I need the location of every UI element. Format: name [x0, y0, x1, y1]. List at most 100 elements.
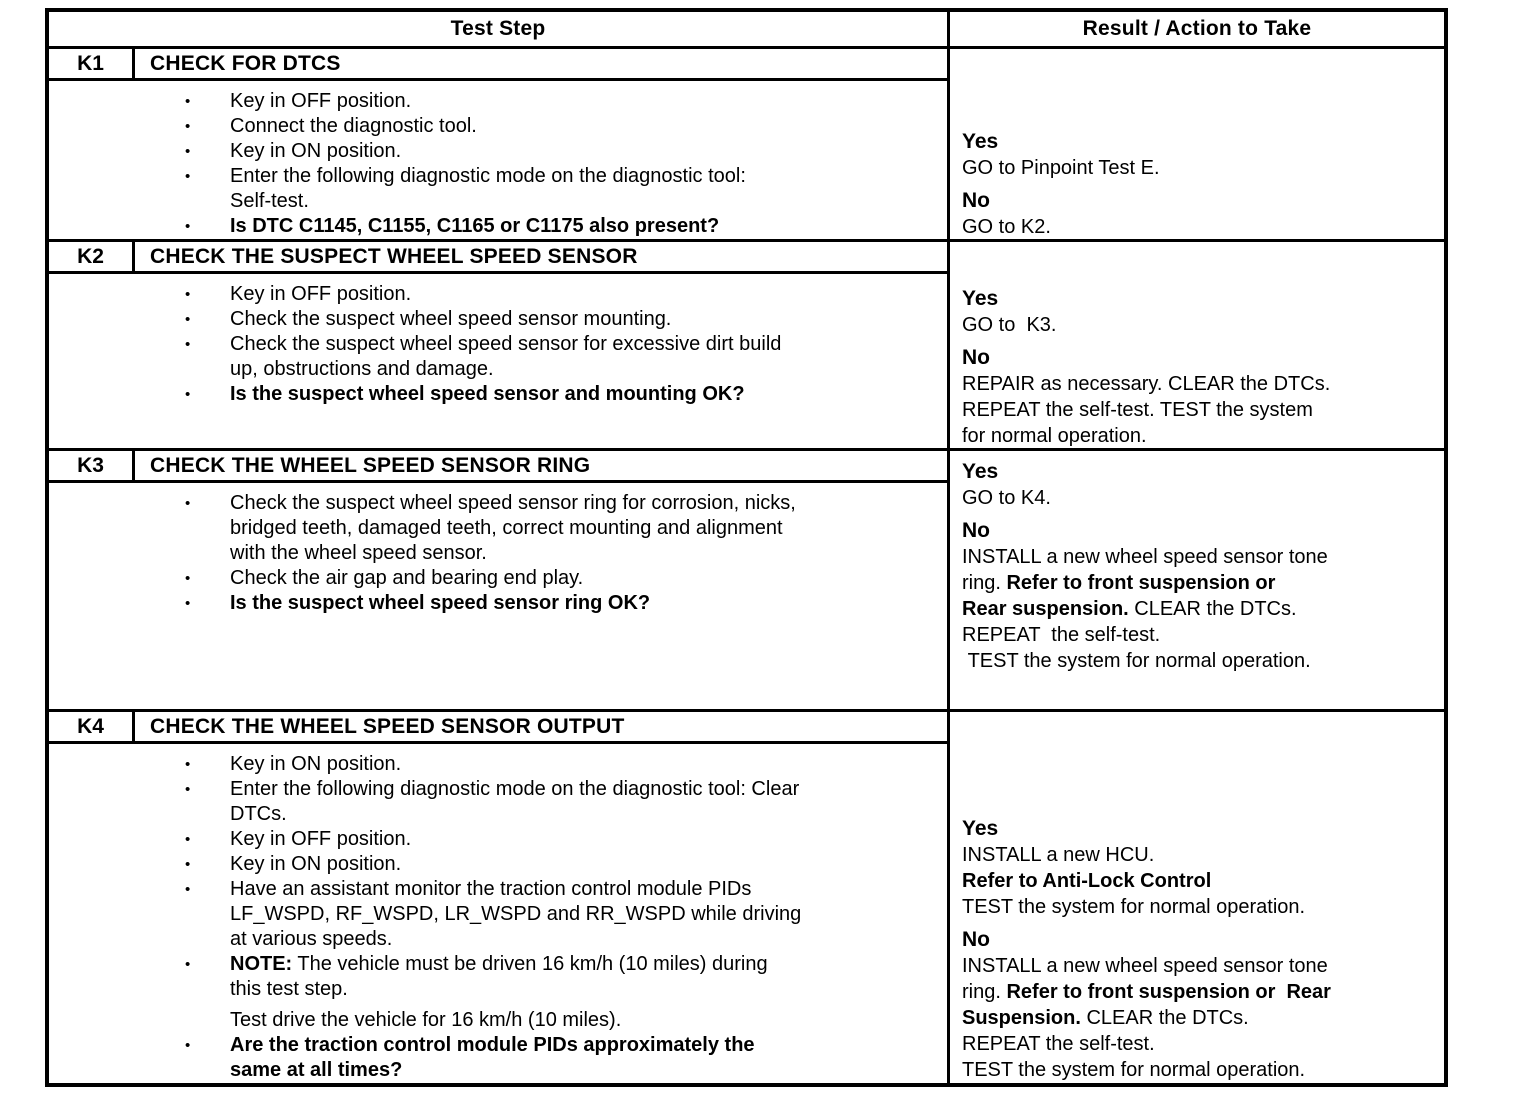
instruction-item: • Have an assistant monitor the traction … [185, 877, 947, 952]
test-step-cell: K4 CHECK THE WHEEL SPEED SENSOR OUTPUT • Ke… [49, 712, 950, 1083]
text-segment: INSTALL a new wheel speed sensor tone [962, 955, 1328, 977]
instruction-item: • Is DTC C1145, C1155, C1165 or C1175 als… [185, 214, 947, 239]
text-segment: Key in ON position. [230, 753, 402, 775]
action-line: Suspension. CLEAR the DTCs. [962, 1005, 1438, 1031]
table-header-row: Test Step Result / Action to Take [49, 12, 1444, 49]
action-line: INSTALL a new wheel speed sensor tone [962, 544, 1438, 570]
emphasized-text: Refer to Anti-Lock Control [962, 870, 1212, 892]
result-block: No INSTALL a new wheel speed sensor tone r… [962, 518, 1438, 674]
column-header-test-step: Test Step [49, 12, 950, 46]
emphasized-text: Refer to front suspension or Rear [1006, 981, 1331, 1003]
action-line: ring. Refer to front suspension or [962, 570, 1438, 596]
step-instructions: • Key in ON position. • Enter the following… [49, 744, 947, 1083]
action-line: Rear suspension. CLEAR the DTCs. [962, 596, 1438, 622]
text-segment: GO to K2. [962, 216, 1051, 238]
text-segment: Have an assistant monitor the traction c… [230, 878, 802, 950]
step-header-band: K4 CHECK THE WHEEL SPEED SENSOR OUTPUT [49, 712, 947, 744]
result-block: No REPAIR as necessary. CLEAR the DTCs. RE… [962, 345, 1438, 449]
column-header-result-action: Result / Action to Take [1082, 17, 1312, 40]
action-line: GO to K4. [962, 485, 1438, 511]
test-step-row: K1 CHECK FOR DTCS • Key in OFF position. • Co… [49, 49, 1444, 242]
emphasized-text: Rear suspension. [962, 598, 1129, 620]
bullet-icon: • [185, 386, 191, 403]
result-action-cell: Yes GO to K4. No INSTALL a new wheel speed … [950, 451, 1444, 709]
instruction-text: Enter the following diagnostic mode on t… [230, 777, 942, 827]
instruction-text: Check the suspect wheel speed sensor for… [230, 332, 942, 382]
bullet-icon: • [185, 756, 191, 773]
action-line: REPEAT the self-test. [962, 1031, 1438, 1057]
action-line: REPAIR as necessary. CLEAR the DTCs. [962, 371, 1438, 397]
text-segment: REPEAT the self-test. TEST the system [962, 399, 1313, 421]
text-segment: ring. [962, 572, 1007, 594]
text-segment: Check the air gap and bearing end play. [230, 567, 584, 589]
instruction-text: Key in OFF position. [230, 282, 942, 307]
action-line: REPEAT the self-test. [962, 622, 1438, 648]
bullet-icon: • [185, 168, 191, 185]
text-segment: TEST the system for normal operation. [962, 1059, 1306, 1081]
test-steps-container: K1 CHECK FOR DTCS • Key in OFF position. • Co… [49, 49, 1444, 1083]
result-action-cell: Yes GO to K3. No REPAIR as necessary. CLEAR… [950, 242, 1444, 448]
pinpoint-test-table: Test Step Result / Action to Take K1 CHEC… [45, 8, 1448, 1087]
step-header-band: K1 CHECK FOR DTCS [49, 49, 947, 81]
instruction-text: Test drive the vehicle for 16 km/h (10 m… [230, 1008, 942, 1033]
bullet-icon: • [185, 1037, 191, 1054]
instruction-text: Connect the diagnostic tool. [230, 114, 942, 139]
instruction-text: Is the suspect wheel speed sensor and mo… [230, 382, 942, 407]
result-label: No [962, 346, 990, 369]
instruction-text: Key in OFF position. [230, 89, 942, 114]
action-line: REPEAT the self-test. TEST the system [962, 397, 1438, 423]
emphasized-text: Refer to front suspension or [1006, 572, 1276, 594]
step-header-band: K2 CHECK THE SUSPECT WHEEL SPEED SENSOR [49, 242, 947, 274]
result-block: No GO to K2. [962, 188, 1438, 240]
text-segment: INSTALL a new HCU. [962, 844, 1155, 866]
result-block: No INSTALL a new wheel speed sensor tone r… [962, 927, 1438, 1083]
text-segment: GO to K3. [962, 314, 1057, 336]
bullet-icon: • [185, 218, 191, 235]
bullet-icon: • [185, 143, 191, 160]
result-label: Yes [962, 130, 999, 153]
instruction-text: Is DTC C1145, C1155, C1165 or C1175 also… [230, 214, 942, 239]
emphasized-text: NOTE: [230, 953, 293, 975]
text-segment: Key in OFF position. [230, 90, 412, 112]
result-block: Yes GO to Pinpoint Test E. [962, 129, 1438, 181]
action-line: ring. Refer to front suspension or Rear [962, 979, 1438, 1005]
step-instructions: • Key in OFF position. • Check the suspect … [49, 274, 947, 448]
bullet-icon: • [185, 570, 191, 587]
instruction-text: Check the air gap and bearing end play. [230, 566, 942, 591]
instruction-text: Is the suspect wheel speed sensor ring O… [230, 591, 942, 616]
result-label: No [962, 189, 990, 212]
emphasized-text: Is the suspect wheel speed sensor and mo… [230, 383, 745, 405]
instruction-text: NOTE: The vehicle must be driven 16 km/h… [230, 952, 942, 1002]
instruction-text: Key in ON position. [230, 139, 942, 164]
instruction-item: • Check the suspect wheel speed sensor mo… [185, 307, 947, 332]
bullet-icon: • [185, 118, 191, 135]
text-segment: Check the suspect wheel speed sensor for… [230, 333, 782, 380]
instruction-text: Check the suspect wheel speed sensor mou… [230, 307, 942, 332]
action-line: GO to K3. [962, 312, 1438, 338]
bullet-icon: • [185, 336, 191, 353]
step-title: CHECK THE WHEEL SPEED SENSOR OUTPUT [150, 714, 625, 738]
text-segment: Key in OFF position. [230, 283, 412, 305]
action-line: INSTALL a new wheel speed sensor tone [962, 953, 1438, 979]
instruction-item: • Check the suspect wheel speed sensor fo… [185, 332, 947, 382]
bullet-icon: • [185, 956, 191, 973]
step-title: CHECK THE SUSPECT WHEEL SPEED SENSOR [150, 244, 638, 268]
text-segment: TEST the system for normal operation. [962, 896, 1306, 918]
instruction-item: • Key in OFF position. [185, 282, 947, 307]
instruction-text: Key in OFF position. [230, 827, 942, 852]
test-step-row: K3 CHECK THE WHEEL SPEED SENSOR RING • Chec… [49, 451, 1444, 712]
action-line: INSTALL a new HCU. [962, 842, 1438, 868]
text-segment: GO to K4. [962, 487, 1051, 509]
text-segment: Check the suspect wheel speed sensor rin… [230, 492, 796, 564]
result-label: Yes [962, 817, 999, 840]
action-line: GO to K2. [962, 214, 1438, 240]
text-segment: REPEAT the self-test. [962, 1033, 1155, 1055]
step-title: CHECK FOR DTCS [150, 51, 341, 75]
test-step-row: K4 CHECK THE WHEEL SPEED SENSOR OUTPUT • Ke… [49, 712, 1444, 1083]
instruction-item: • Check the suspect wheel speed sensor ri… [185, 491, 947, 566]
instruction-text: Are the traction control module PIDs app… [230, 1033, 942, 1083]
text-segment: REPAIR as necessary. CLEAR the DTCs. [962, 373, 1331, 395]
action-line: GO to Pinpoint Test E. [962, 155, 1438, 181]
bullet-icon: • [185, 595, 191, 612]
